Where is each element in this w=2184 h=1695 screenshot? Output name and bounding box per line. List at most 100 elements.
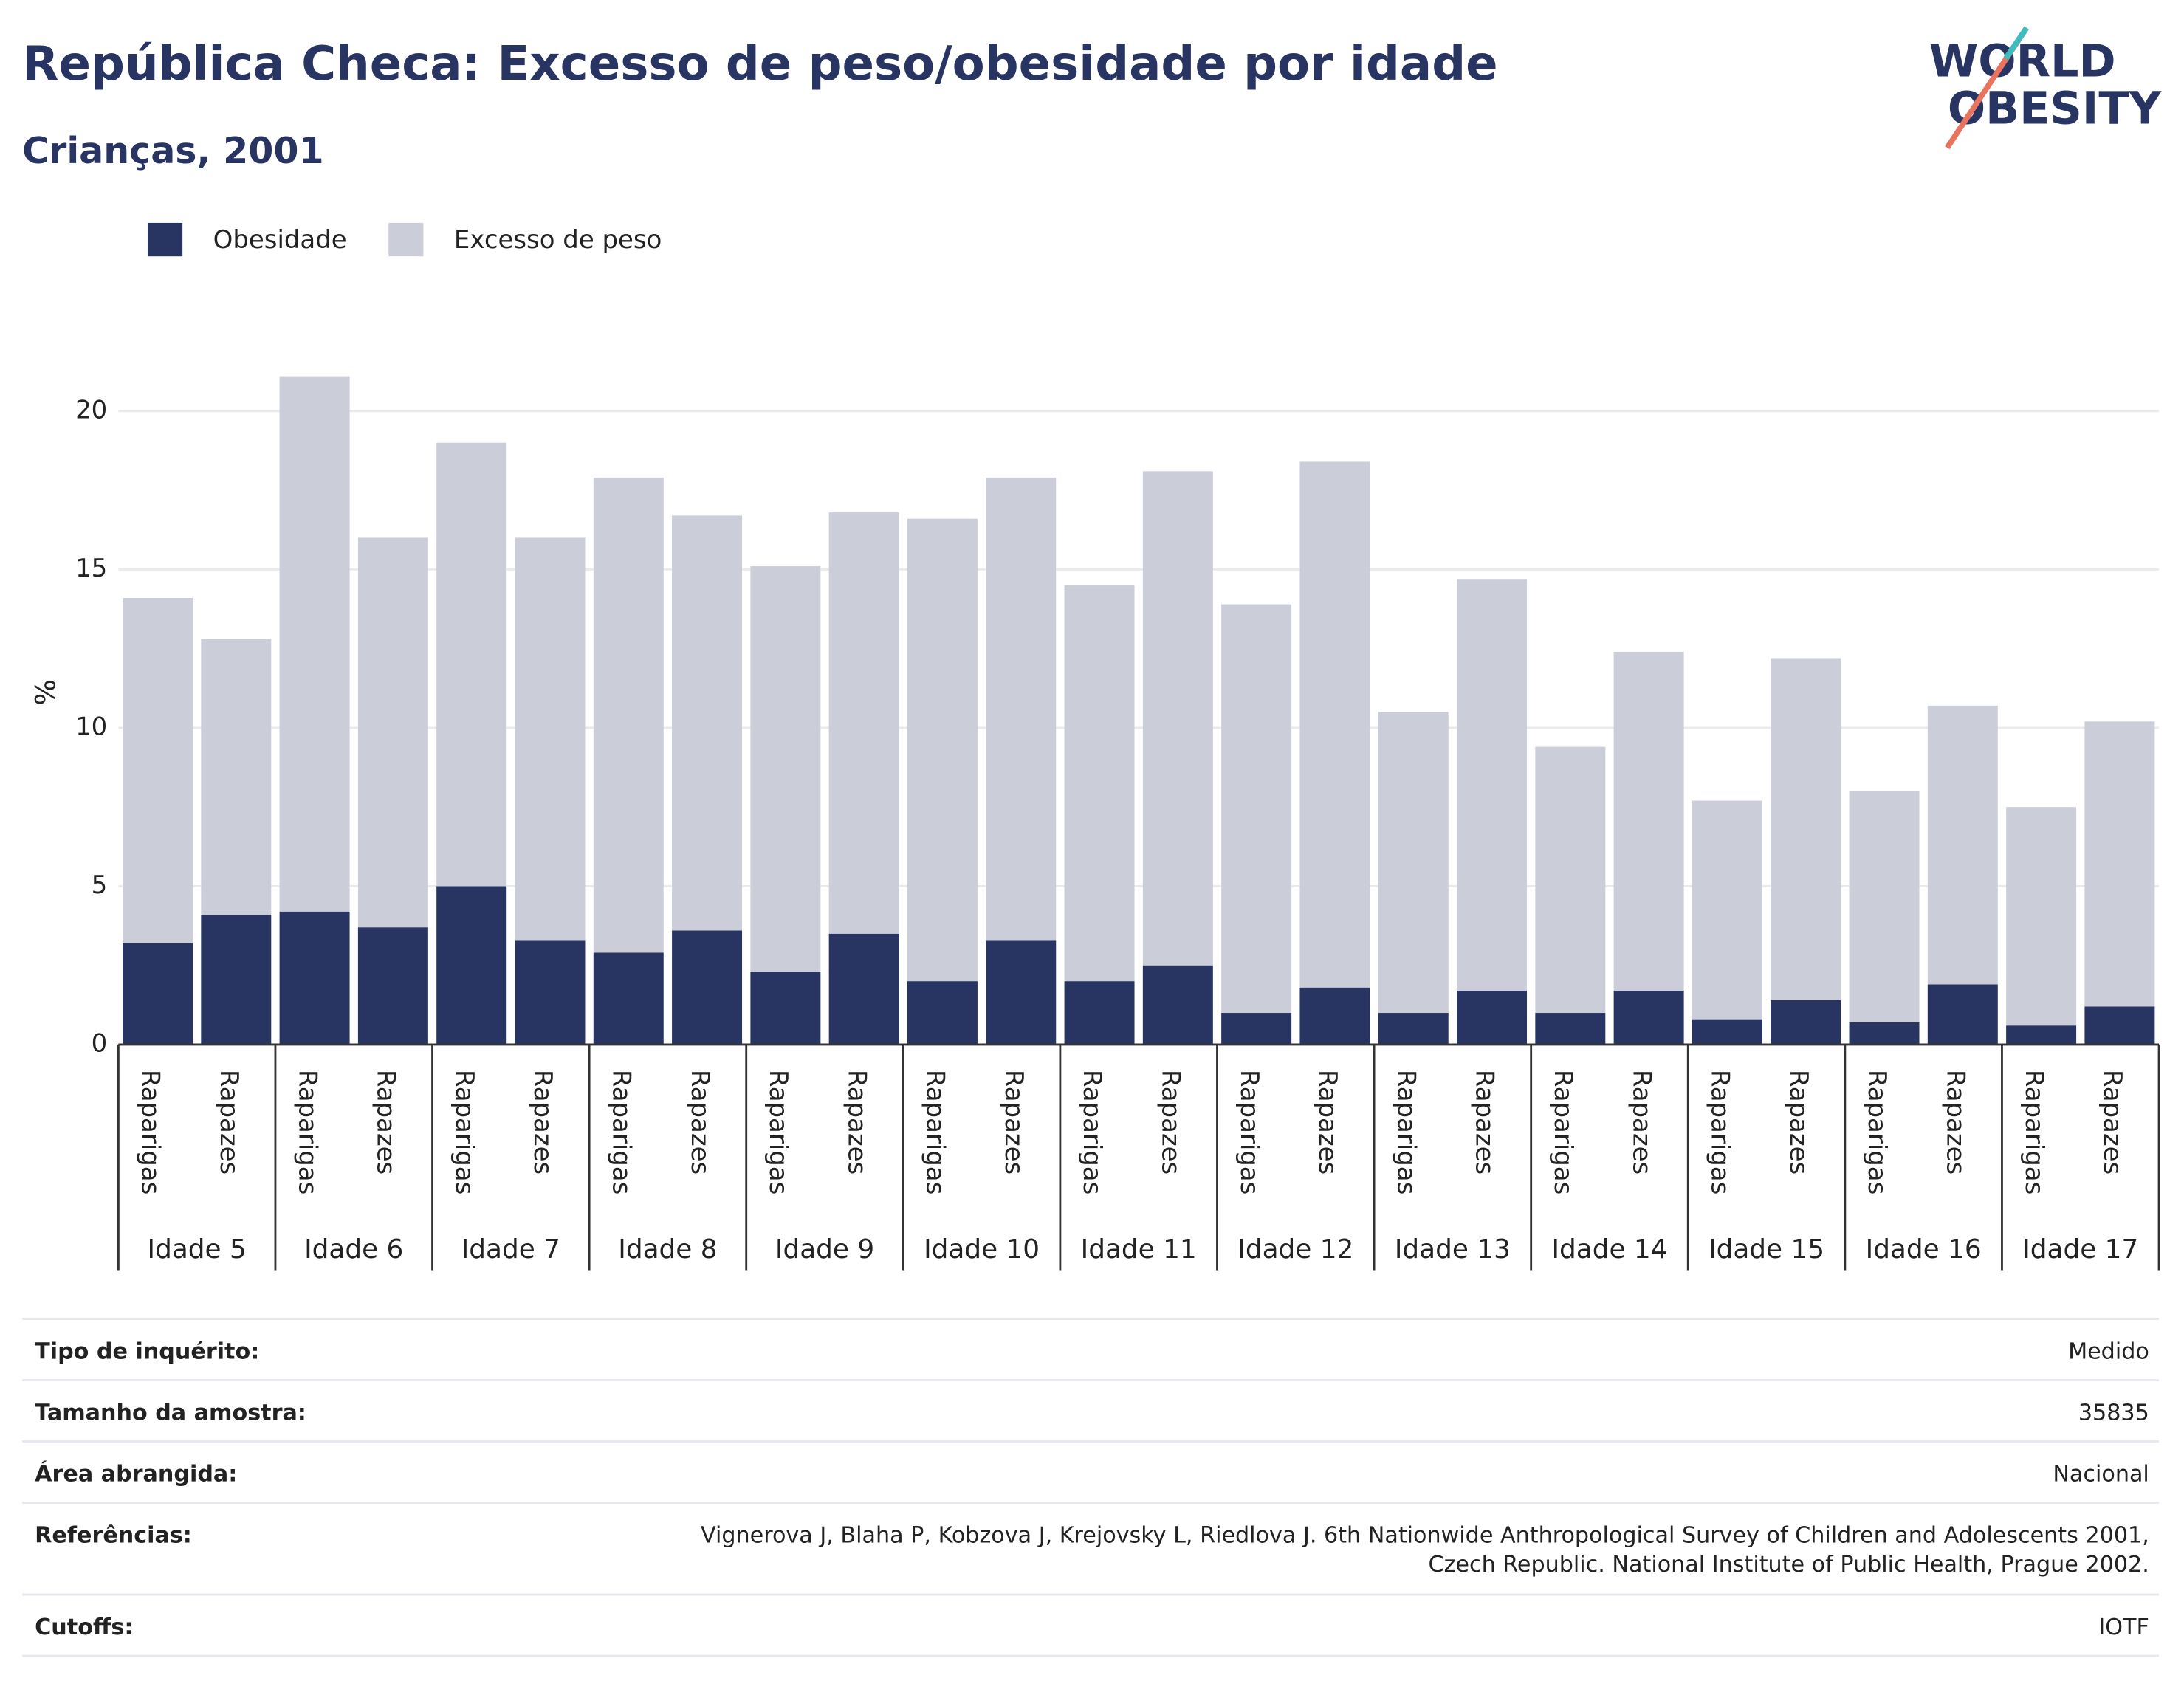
x-tick-label: Rapazes [999, 1070, 1029, 1175]
y-tick-label: 10 [75, 712, 107, 741]
info-label: Cutoffs: [35, 1615, 133, 1640]
x-tick-label: Raparigas [1391, 1070, 1421, 1194]
bar-segment [436, 442, 507, 887]
x-tick-label: Rapazes [371, 1070, 401, 1175]
bar-segment [1692, 800, 1762, 1020]
bar-segment [593, 952, 664, 1045]
group-label: Idade 8 [618, 1234, 717, 1265]
group-label: Idade 6 [304, 1234, 403, 1265]
bar-segment [1613, 651, 1684, 991]
bar-segment [2084, 721, 2155, 1007]
x-tick-label: Raparigas [292, 1070, 322, 1194]
group-label: Idade 9 [775, 1234, 874, 1265]
y-tick-label: 20 [75, 395, 107, 424]
bar-segment [986, 477, 1057, 941]
bar-segment [1221, 604, 1292, 1014]
bar-segment [279, 376, 350, 912]
x-tick-label: Rapazes [528, 1070, 557, 1175]
bar-segment [201, 915, 272, 1045]
y-tick-label: 15 [75, 554, 107, 583]
bar-segment [1849, 1022, 1920, 1045]
group-label: Idade 10 [924, 1234, 1040, 1265]
legend-label: Obesidade [213, 225, 347, 255]
bar-segment [1142, 471, 1213, 966]
bar-segment [1535, 746, 1606, 1014]
group-label: Idade 11 [1081, 1234, 1197, 1265]
x-tick-label: Raparigas [1706, 1070, 1735, 1194]
logo-text: WORLD [1929, 35, 2116, 87]
x-tick-label: Raparigas [1234, 1070, 1264, 1194]
x-tick-label: Raparigas [450, 1070, 479, 1194]
bar-segment [750, 566, 821, 972]
y-tick-label: 5 [92, 870, 108, 900]
bar-segment [1221, 1013, 1292, 1045]
bar-segment [672, 515, 743, 931]
bar-segment [828, 933, 899, 1045]
bar-segment [907, 518, 978, 982]
bar-segment [1535, 1013, 1606, 1045]
x-tick-label: Rapazes [1627, 1070, 1656, 1175]
logo-text: OBESITY [1948, 83, 2163, 135]
x-tick-label: Raparigas [1862, 1070, 1892, 1194]
group-label: Idade 14 [1551, 1234, 1667, 1265]
x-tick-label: Raparigas [2019, 1070, 2049, 1194]
group-label: Idade 5 [148, 1234, 247, 1265]
bar-segment [1771, 1000, 1841, 1045]
bar-segment [436, 886, 507, 1045]
bar-segment [123, 597, 193, 943]
bar-segment [1142, 965, 1213, 1045]
x-tick-label: Rapazes [685, 1070, 715, 1175]
x-tick-label: Raparigas [606, 1070, 636, 1194]
bar-segment [750, 972, 821, 1045]
x-tick-label: Rapazes [1940, 1070, 1970, 1175]
bar-segment [357, 537, 428, 928]
bar-segment [515, 537, 586, 941]
bar-segment [201, 639, 272, 915]
bar-segment [1613, 990, 1684, 1045]
bar-segment [1064, 981, 1135, 1045]
group-label: Idade 15 [1709, 1234, 1824, 1265]
bar-segment [2006, 1025, 2077, 1045]
x-tick-label: Raparigas [136, 1070, 165, 1194]
info-value: Nacional [2053, 1461, 2149, 1487]
info-value: Medido [2068, 1338, 2149, 1364]
bar-segment [279, 911, 350, 1045]
x-tick-label: Rapazes [1784, 1070, 1813, 1175]
group-label: Idade 7 [461, 1234, 560, 1265]
info-label: Referências: [35, 1522, 192, 1548]
group-label: Idade 17 [2022, 1234, 2138, 1265]
bar-segment [1299, 987, 1370, 1045]
info-label: Tipo de inquérito: [35, 1338, 259, 1364]
x-tick-label: Rapazes [1470, 1070, 1500, 1175]
bar-segment [1692, 1019, 1762, 1045]
bar-segment [2084, 1006, 2155, 1045]
bar-segment [1299, 461, 1370, 988]
info-value: Vignerova J, Blaha P, Kobzova J, Krejovs… [701, 1522, 2149, 1548]
bar-segment [1771, 658, 1841, 1000]
x-tick-label: Raparigas [1548, 1070, 1578, 1194]
group-label: Idade 13 [1395, 1234, 1511, 1265]
bar-segment [1064, 585, 1135, 982]
chart-subtitle: Crianças, 2001 [22, 129, 323, 172]
bar-segment [907, 981, 978, 1045]
bar-segment [1378, 1013, 1449, 1045]
bar-segment [1849, 791, 1920, 1022]
info-label: Tamanho da amostra: [35, 1400, 306, 1426]
x-tick-label: Rapazes [214, 1070, 244, 1175]
bar-segment [672, 930, 743, 1045]
bar-segment [2006, 807, 2077, 1026]
legend-label: Excesso de peso [454, 225, 662, 255]
info-value: 35835 [2078, 1400, 2149, 1426]
bar-segment [515, 940, 586, 1045]
bar-segment [357, 927, 428, 1045]
bar-segment [1927, 984, 1998, 1045]
chart-title: República Checa: Excesso de peso/obesida… [22, 36, 1497, 92]
x-tick-label: Raparigas [1077, 1070, 1107, 1194]
y-axis-label: % [30, 679, 62, 706]
group-label: Idade 16 [1866, 1234, 1982, 1265]
bar-segment [1457, 990, 1528, 1045]
bar-segment [828, 512, 899, 934]
x-tick-label: Rapazes [1156, 1070, 1186, 1175]
bar-segment [123, 943, 193, 1045]
